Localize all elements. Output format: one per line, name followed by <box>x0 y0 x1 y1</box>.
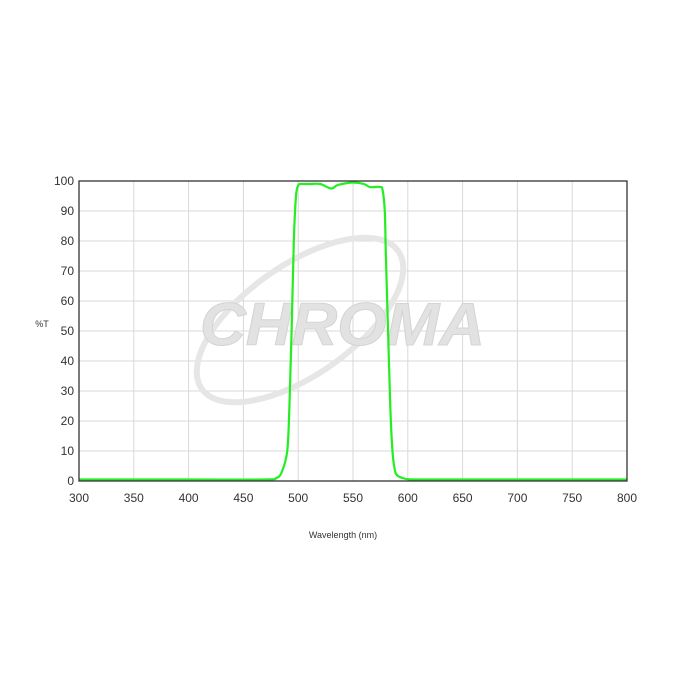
y-axis-label: %T <box>35 319 49 329</box>
x-axis-label: Wavelength (nm) <box>309 530 377 540</box>
y-tick-labels: 0 10 20 30 40 50 60 70 80 90 100 <box>54 174 74 488</box>
x-tick-label: 550 <box>343 491 363 505</box>
y-tick-label: 40 <box>61 354 75 368</box>
x-tick-label: 450 <box>233 491 253 505</box>
y-tick-label: 80 <box>61 234 75 248</box>
watermark-swoosh <box>193 234 407 406</box>
x-tick-label: 600 <box>398 491 418 505</box>
y-tick-label: 70 <box>61 264 75 278</box>
y-tick-label: 100 <box>54 174 74 188</box>
x-tick-label: 650 <box>453 491 473 505</box>
plot-frame <box>78 180 628 482</box>
x-tick-label: 500 <box>288 491 308 505</box>
x-tick-label: 800 <box>617 491 637 505</box>
chroma-watermark-logo: CHROMA <box>193 234 486 406</box>
y-tick-label: 90 <box>61 204 75 218</box>
series-layer <box>78 181 627 481</box>
y-tick-label: 60 <box>61 294 75 308</box>
x-tick-labels: 300 350 400 450 500 550 600 650 700 750 800 <box>69 491 637 505</box>
x-tick-label: 750 <box>562 491 582 505</box>
y-tick-label: 0 <box>67 474 74 488</box>
y-tick-label: 50 <box>61 324 75 338</box>
series-line <box>78 181 627 481</box>
y-tick-label: 10 <box>61 444 75 458</box>
x-tick-label: 700 <box>507 491 527 505</box>
x-tick-label: 350 <box>124 491 144 505</box>
y-tick-label: 20 <box>61 414 75 428</box>
y-tick-label: 30 <box>61 384 75 398</box>
x-tick-label: 400 <box>179 491 199 505</box>
watermark-text: CHROMA <box>200 291 485 358</box>
x-tick-label: 300 <box>69 491 89 505</box>
